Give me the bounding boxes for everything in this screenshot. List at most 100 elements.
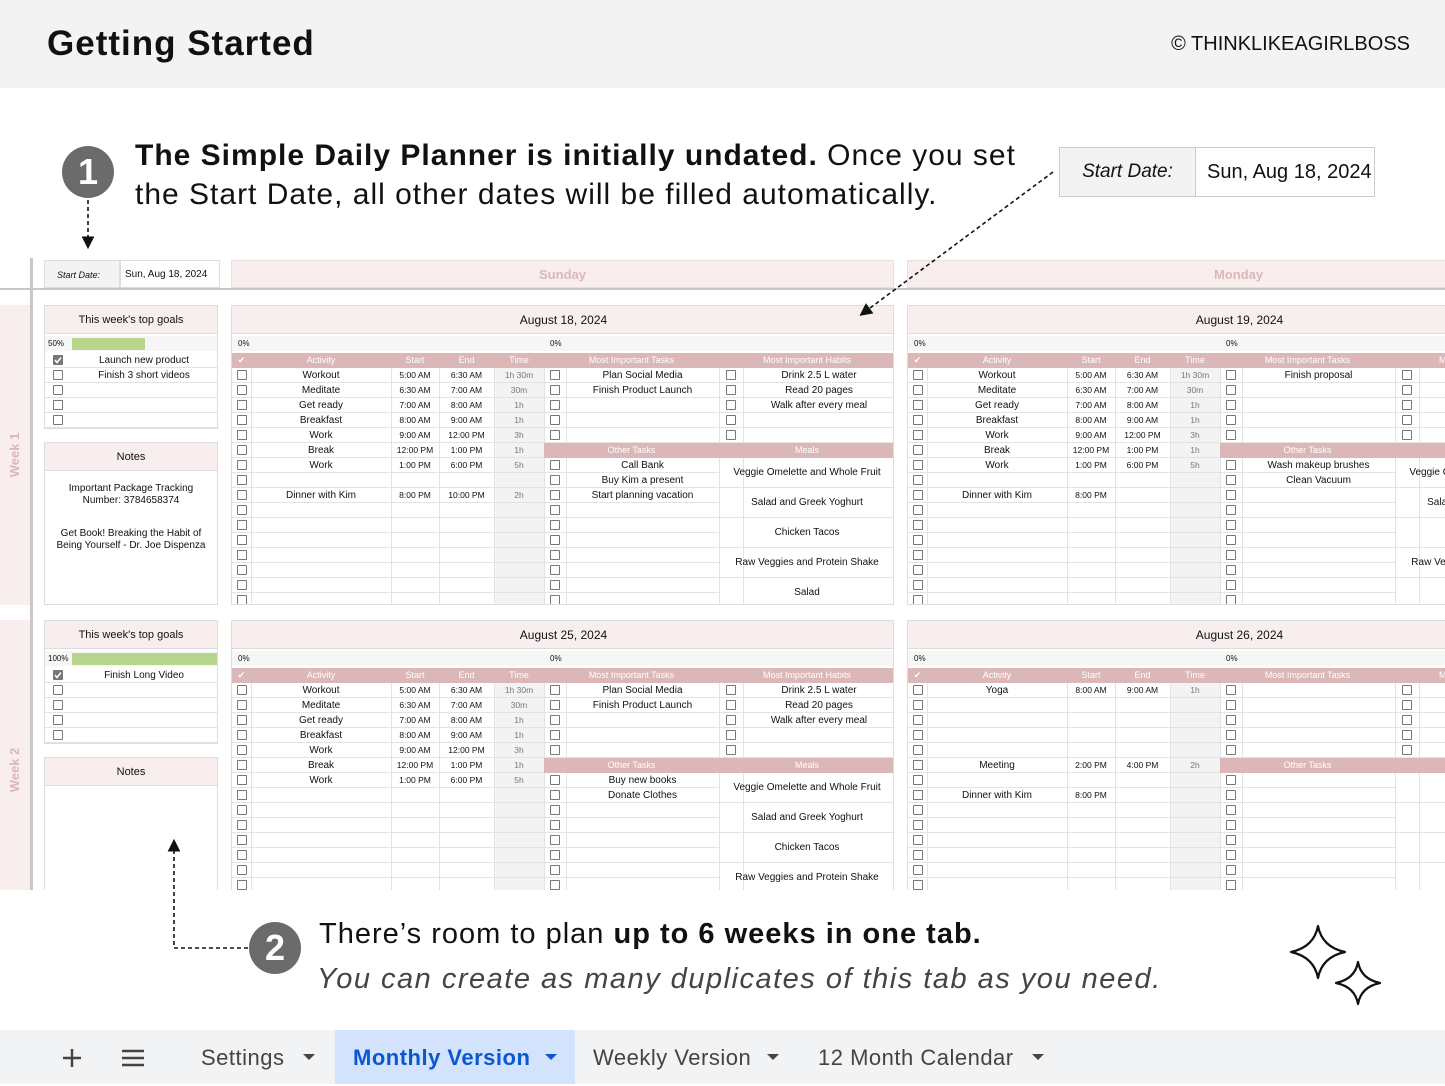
meal-cell: [719, 548, 893, 578]
start-value: Sun, Aug 18, 2024: [120, 260, 220, 288]
column-line: [494, 683, 495, 890]
column-line: [1419, 683, 1420, 890]
activity-end: 9:00 AM: [450, 730, 483, 740]
row-line: [908, 457, 1395, 458]
checkbox: [913, 520, 923, 530]
activity: Workout: [302, 685, 340, 696]
row-line: [232, 487, 719, 488]
checkbox: [1226, 730, 1236, 740]
sheet-tab-label: Weekly Version: [593, 1045, 752, 1070]
tab-dropdown[interactable]: [303, 1054, 315, 1060]
goal-row: [45, 698, 217, 713]
row-line: [908, 817, 1395, 818]
habit: Drink 2.5 L water: [1419, 368, 1445, 383]
checkbox: [550, 700, 560, 710]
callout-label: Start Date:: [1060, 148, 1196, 196]
row-line: [908, 517, 1395, 518]
activity-time: 1h: [514, 445, 524, 455]
activity-time: 3h: [514, 745, 524, 755]
row-line: [232, 772, 719, 773]
checkbox: [1226, 850, 1236, 860]
sheet-tab[interactable]: Monthly Version: [335, 1030, 575, 1084]
row-line: [908, 502, 1395, 503]
row-line: [232, 847, 719, 848]
day-card: August 26, 2024 0% 0% ✔ Activity Start End Time…: [907, 620, 1445, 890]
checkbox: [1402, 385, 1412, 395]
sheet-tab[interactable]: Settings: [183, 1030, 333, 1084]
checkbox: [237, 445, 247, 455]
row-line: [908, 697, 1445, 698]
day-date: August 19, 2024: [908, 306, 1445, 334]
checkbox: [53, 700, 63, 710]
column-line: [1115, 683, 1116, 890]
activity-start: 12:00 PM: [396, 760, 434, 770]
tab-dropdown[interactable]: [545, 1054, 557, 1060]
checkbox: [1226, 385, 1236, 395]
time-column: [1170, 368, 1220, 604]
frozen-row-line: [0, 288, 1445, 290]
activity-start: 2:00 PM: [1075, 760, 1107, 770]
activity-end: 7:00 AM: [450, 385, 483, 395]
time-column: [1170, 683, 1220, 890]
column-header: Activity: [927, 668, 1067, 683]
habit: Walk after every meal: [770, 400, 868, 411]
checkbox: [550, 580, 560, 590]
add-sheet[interactable]: [60, 1046, 84, 1070]
sheet-tab-label: 12 Month Calendar: [818, 1045, 1014, 1070]
tab-dropdown[interactable]: [1032, 1054, 1044, 1060]
meal: Salad: [794, 587, 820, 598]
checkbox: [913, 775, 923, 785]
checkbox: [1402, 715, 1412, 725]
activity-end: 8:00 AM: [450, 715, 483, 725]
checkbox: [726, 430, 736, 440]
row-line: [232, 442, 893, 443]
sheet-tab[interactable]: Weekly Version: [575, 1030, 797, 1084]
meal: Chicken Tacos: [774, 842, 840, 853]
row-line: [232, 532, 719, 533]
checkbox: [237, 385, 247, 395]
column-header: Most Important Tasks: [544, 668, 719, 683]
meal-cell: [1395, 803, 1445, 833]
row-line: [908, 592, 1395, 593]
header-bar: Getting Started © THINKLIKEAGIRLBOSS: [0, 0, 1445, 88]
column-header: Time: [1170, 668, 1220, 683]
callout-value: Sun, Aug 18, 2024: [1207, 161, 1372, 183]
checkbox: [726, 730, 736, 740]
checkbox: [237, 565, 247, 575]
column-line: [494, 368, 495, 604]
row-line: [232, 697, 893, 698]
activity-time: 5h: [514, 775, 524, 785]
all-sheets[interactable]: [120, 1046, 146, 1070]
checkbox: [550, 460, 560, 470]
checkbox: [1402, 400, 1412, 410]
checkbox: [1402, 415, 1412, 425]
row-line: [232, 862, 719, 863]
row-line: [908, 562, 1395, 563]
checkbox: [1226, 505, 1236, 515]
progress-label: 0%: [550, 654, 562, 663]
tab-dropdown[interactable]: [767, 1054, 779, 1060]
row-line: [232, 712, 893, 713]
activity: Work: [985, 460, 1009, 471]
step-badge: 2: [249, 922, 301, 974]
goal-row: [45, 728, 217, 743]
column-header: Start: [1067, 353, 1115, 368]
checkbox: [913, 850, 923, 860]
checkbox: [1226, 775, 1236, 785]
checkbox: [237, 775, 247, 785]
column-header: Activity: [251, 353, 391, 368]
meal: Chicken Tacos: [774, 527, 840, 538]
sheet-tab[interactable]: 12 Month Calendar: [800, 1030, 1062, 1084]
other-task: Donate Clothes: [608, 790, 677, 801]
checkbox: [726, 400, 736, 410]
note-text: Important Package Tracking Number: 37846…: [68, 483, 194, 506]
checkbox: [550, 790, 560, 800]
row-line: [232, 472, 719, 473]
progress-row: [232, 336, 893, 351]
checkbox: [1226, 550, 1236, 560]
checkbox: [913, 475, 923, 485]
section-header: Meals: [719, 443, 893, 458]
goals-title: This week's top goals: [45, 621, 217, 649]
row-line: [232, 877, 719, 878]
task: Finish Product Launch: [592, 385, 693, 396]
